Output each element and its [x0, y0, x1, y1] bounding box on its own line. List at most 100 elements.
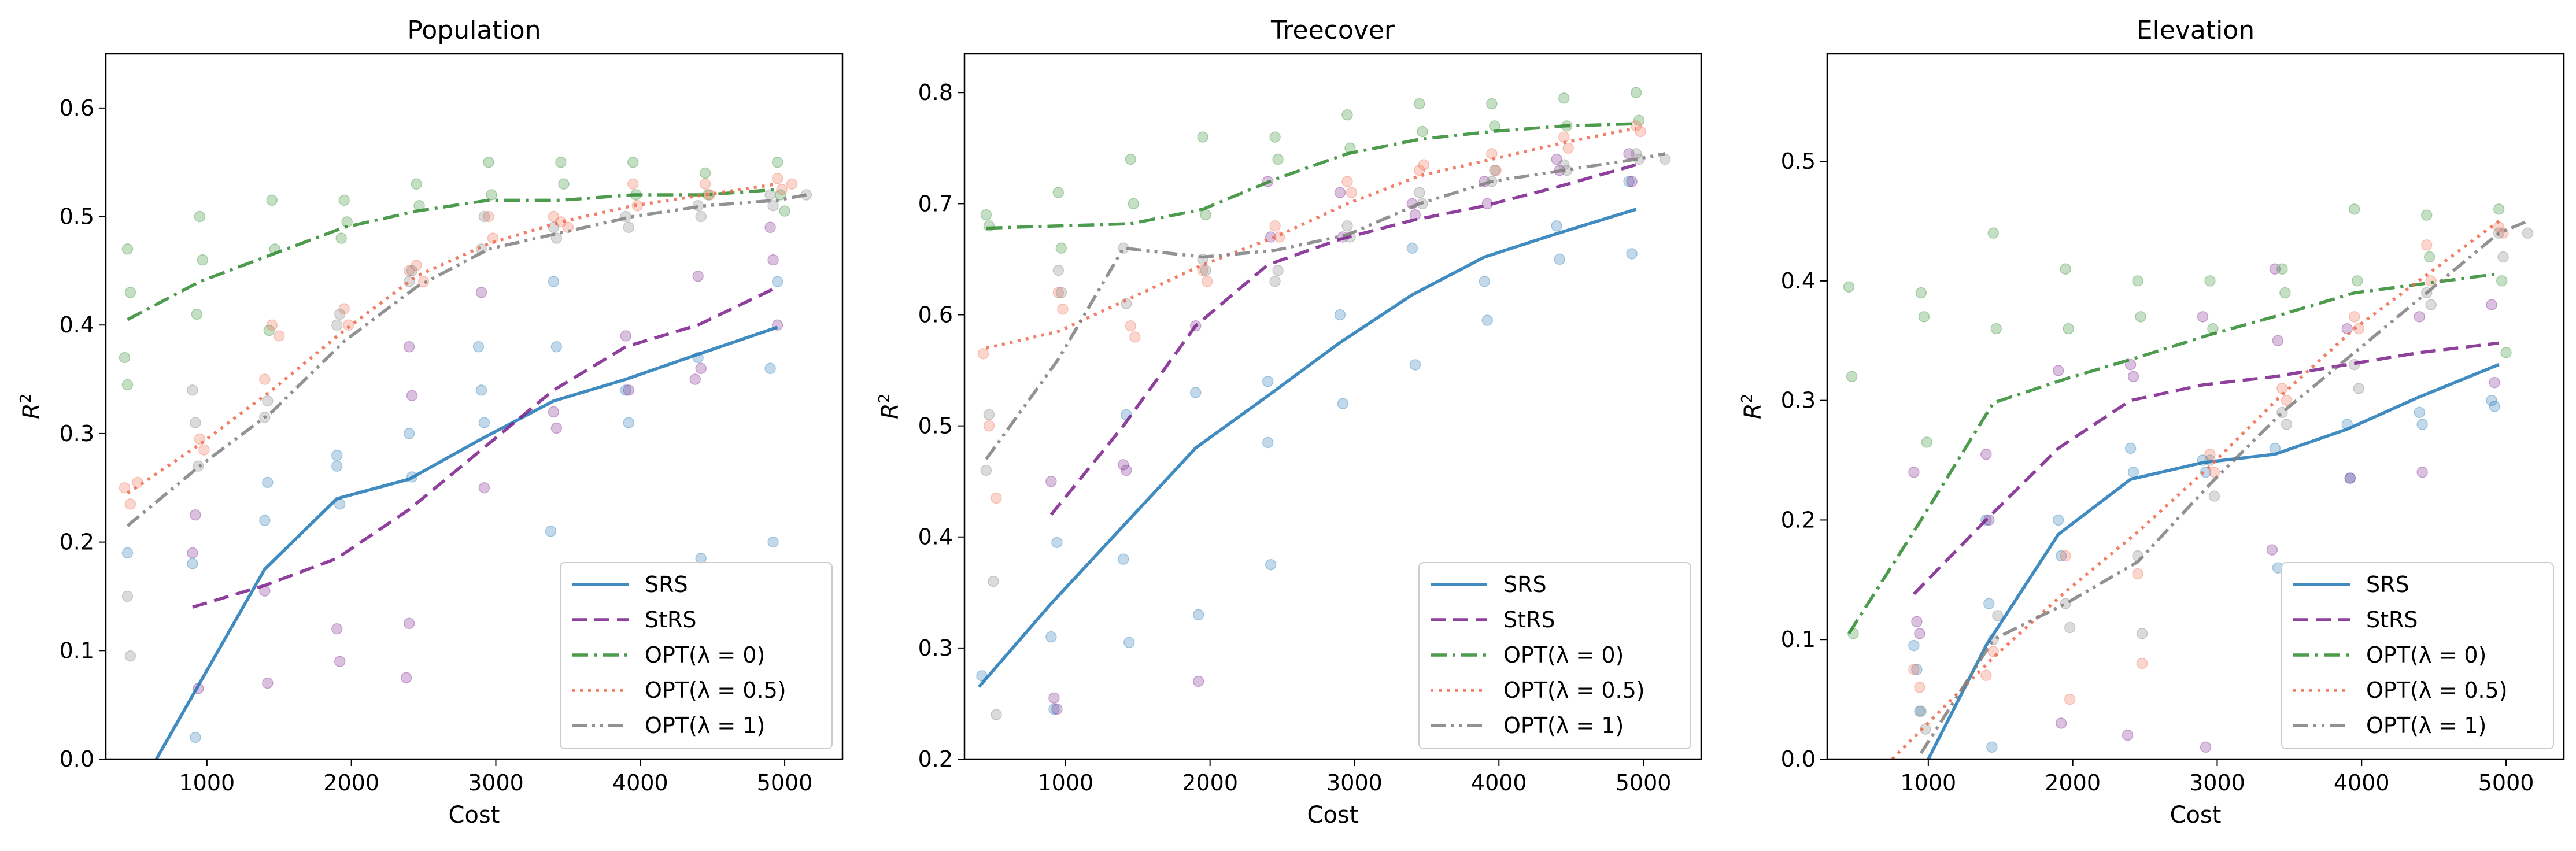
panel-3-point-2 [2127, 371, 2139, 383]
panel-1-point-5 [692, 200, 704, 212]
panel-2-legend-box [1418, 562, 1691, 749]
panel-2-series-line-3 [986, 122, 1636, 230]
panel-1-point-3 [338, 194, 350, 206]
panel-2-xtick-label: 1000 [1038, 770, 1094, 796]
panel-1-point-4 [274, 330, 285, 342]
panel-1-point-3 [771, 156, 783, 168]
panel-2-point-1 [1479, 276, 1491, 287]
panel-1-point-1 [472, 341, 485, 353]
panel-1-point-5 [478, 210, 490, 223]
panel-1-point-3 [263, 324, 275, 336]
panel-2-ytick-label: 0.4 [918, 524, 953, 550]
panel-1-point-2 [187, 547, 198, 559]
panel-2-point-1 [1045, 631, 1057, 643]
panel-2-point-1 [1551, 220, 1562, 232]
panel-1-point-3 [486, 189, 497, 201]
panel-1-legend-label-1: SRS [645, 572, 688, 597]
panel-3-legend-label-1: SRS [2366, 572, 2409, 597]
panel-3-point-2 [2055, 717, 2067, 729]
panel-2-point-3 [1630, 87, 1642, 98]
panel-3-series-line-5 [1920, 219, 2529, 754]
panel-1-point-5 [623, 221, 635, 234]
panel-1-point-4 [483, 210, 494, 223]
panel-3: Elevation 1000 2000 3000 4000 5000 0.0 0.1 0.2 0.… [1739, 16, 2565, 828]
panel-1-point-2 [190, 509, 201, 521]
panel-1-point-3 [483, 156, 494, 168]
panel-3-point-3 [2060, 263, 2071, 275]
panel-2-point-2 [1551, 153, 1562, 165]
panel-1-point-2 [262, 677, 274, 689]
panel-2-plot-area [976, 87, 1671, 720]
panel-1-point-3 [121, 243, 134, 255]
panel-3-point-2 [2489, 376, 2500, 388]
panel-1-point-2 [475, 287, 487, 298]
panel-3-point-3 [1987, 227, 2000, 239]
panel-3-point-2 [2266, 544, 2278, 556]
panel-1-point-5 [764, 189, 776, 201]
panel-1-point-4 [627, 178, 639, 190]
panel-3-title: Elevation [2137, 16, 2255, 45]
panel-1-legend-label-2: StRS [645, 607, 697, 632]
panel-1-point-3 [119, 352, 131, 364]
panel-2-point-3 [1558, 92, 1570, 104]
panel-2-point-4 [1486, 148, 1498, 160]
panel-1-point-2 [695, 362, 707, 375]
panel-2-point-4 [1418, 159, 1430, 171]
panel-3-point-5 [2281, 419, 2293, 430]
panel-1-point-1 [121, 547, 134, 559]
panel-2-frame [963, 53, 1702, 760]
panel-2-point-4 [1558, 131, 1570, 143]
panel-2-point-1 [1123, 637, 1135, 649]
panel-1-point-1 [331, 460, 343, 472]
panel-1-point-4 [487, 232, 499, 244]
panel-1-point-4 [403, 265, 415, 277]
panel-3-point-4 [2060, 550, 2071, 562]
panel-1-point-4 [266, 319, 278, 331]
panel-3-point-4 [2132, 568, 2143, 580]
panel-1-point-3 [197, 254, 209, 266]
panel-2-point-3 [1197, 131, 1208, 143]
panel-3-point-3 [2352, 275, 2363, 287]
panel-3-point-5 [1992, 610, 2004, 621]
panel-2-legend-label-1: SRS [1503, 572, 1547, 597]
panel-1-point-2 [400, 672, 412, 683]
panel-2-point-1 [1334, 309, 1346, 321]
panel-1-xlabel: Cost [449, 802, 500, 828]
panel-1-plot-area [119, 156, 812, 759]
panel-2-point-1 [1189, 387, 1202, 398]
panel-3-xtick-label: 3000 [2189, 770, 2245, 796]
panel-1-legend-label-4: OPT(λ = 0.5) [645, 678, 786, 703]
panel-3-point-2 [1911, 616, 1923, 627]
panel-3-point-3 [1846, 371, 1858, 383]
panel-3-point-2 [2272, 335, 2284, 347]
panel-3-point-1 [1983, 598, 1995, 609]
panel-3-point-2 [2344, 472, 2356, 484]
panel-2-point-5 [988, 575, 999, 587]
panel-1-series-line-5 [126, 193, 807, 527]
panel-1-point-2 [334, 656, 346, 667]
panel-2-legend: SRS StRS OPT(λ = 0) OPT(λ = 0.5) OPT(λ = 1) [1418, 562, 1691, 749]
panel-1-point-4 [338, 303, 350, 314]
panel-1-point-5 [767, 200, 779, 212]
panel-2-point-5 [1269, 276, 1281, 287]
panel-3-ytick-label: 0.1 [1781, 627, 1816, 652]
panel-2-point-4 [1269, 220, 1281, 232]
panel-1-point-2 [764, 221, 776, 234]
panel-3-point-1 [2416, 419, 2428, 430]
panel-2-point-3 [1128, 198, 1140, 210]
panel-1-point-4 [411, 260, 422, 271]
panel-1-point-2 [406, 390, 418, 401]
panel-1-point-5 [124, 650, 136, 662]
panel-2-point-4 [983, 420, 995, 432]
panel-3-ytick-label: 0.2 [1781, 507, 1816, 532]
panel-1-xtick-label: 5000 [757, 770, 813, 796]
panel-2-point-1 [1051, 536, 1063, 549]
panel-3-point-1 [2486, 394, 2497, 406]
panel-2-point-4 [1197, 264, 1208, 276]
panel-2-point-1 [1409, 359, 1421, 371]
panel-2-title: Treecover [1270, 16, 1395, 45]
panel-3-point-5 [2522, 227, 2534, 239]
panel-2-point-2 [1045, 475, 1057, 487]
panel-2-point-2 [1626, 176, 1638, 187]
